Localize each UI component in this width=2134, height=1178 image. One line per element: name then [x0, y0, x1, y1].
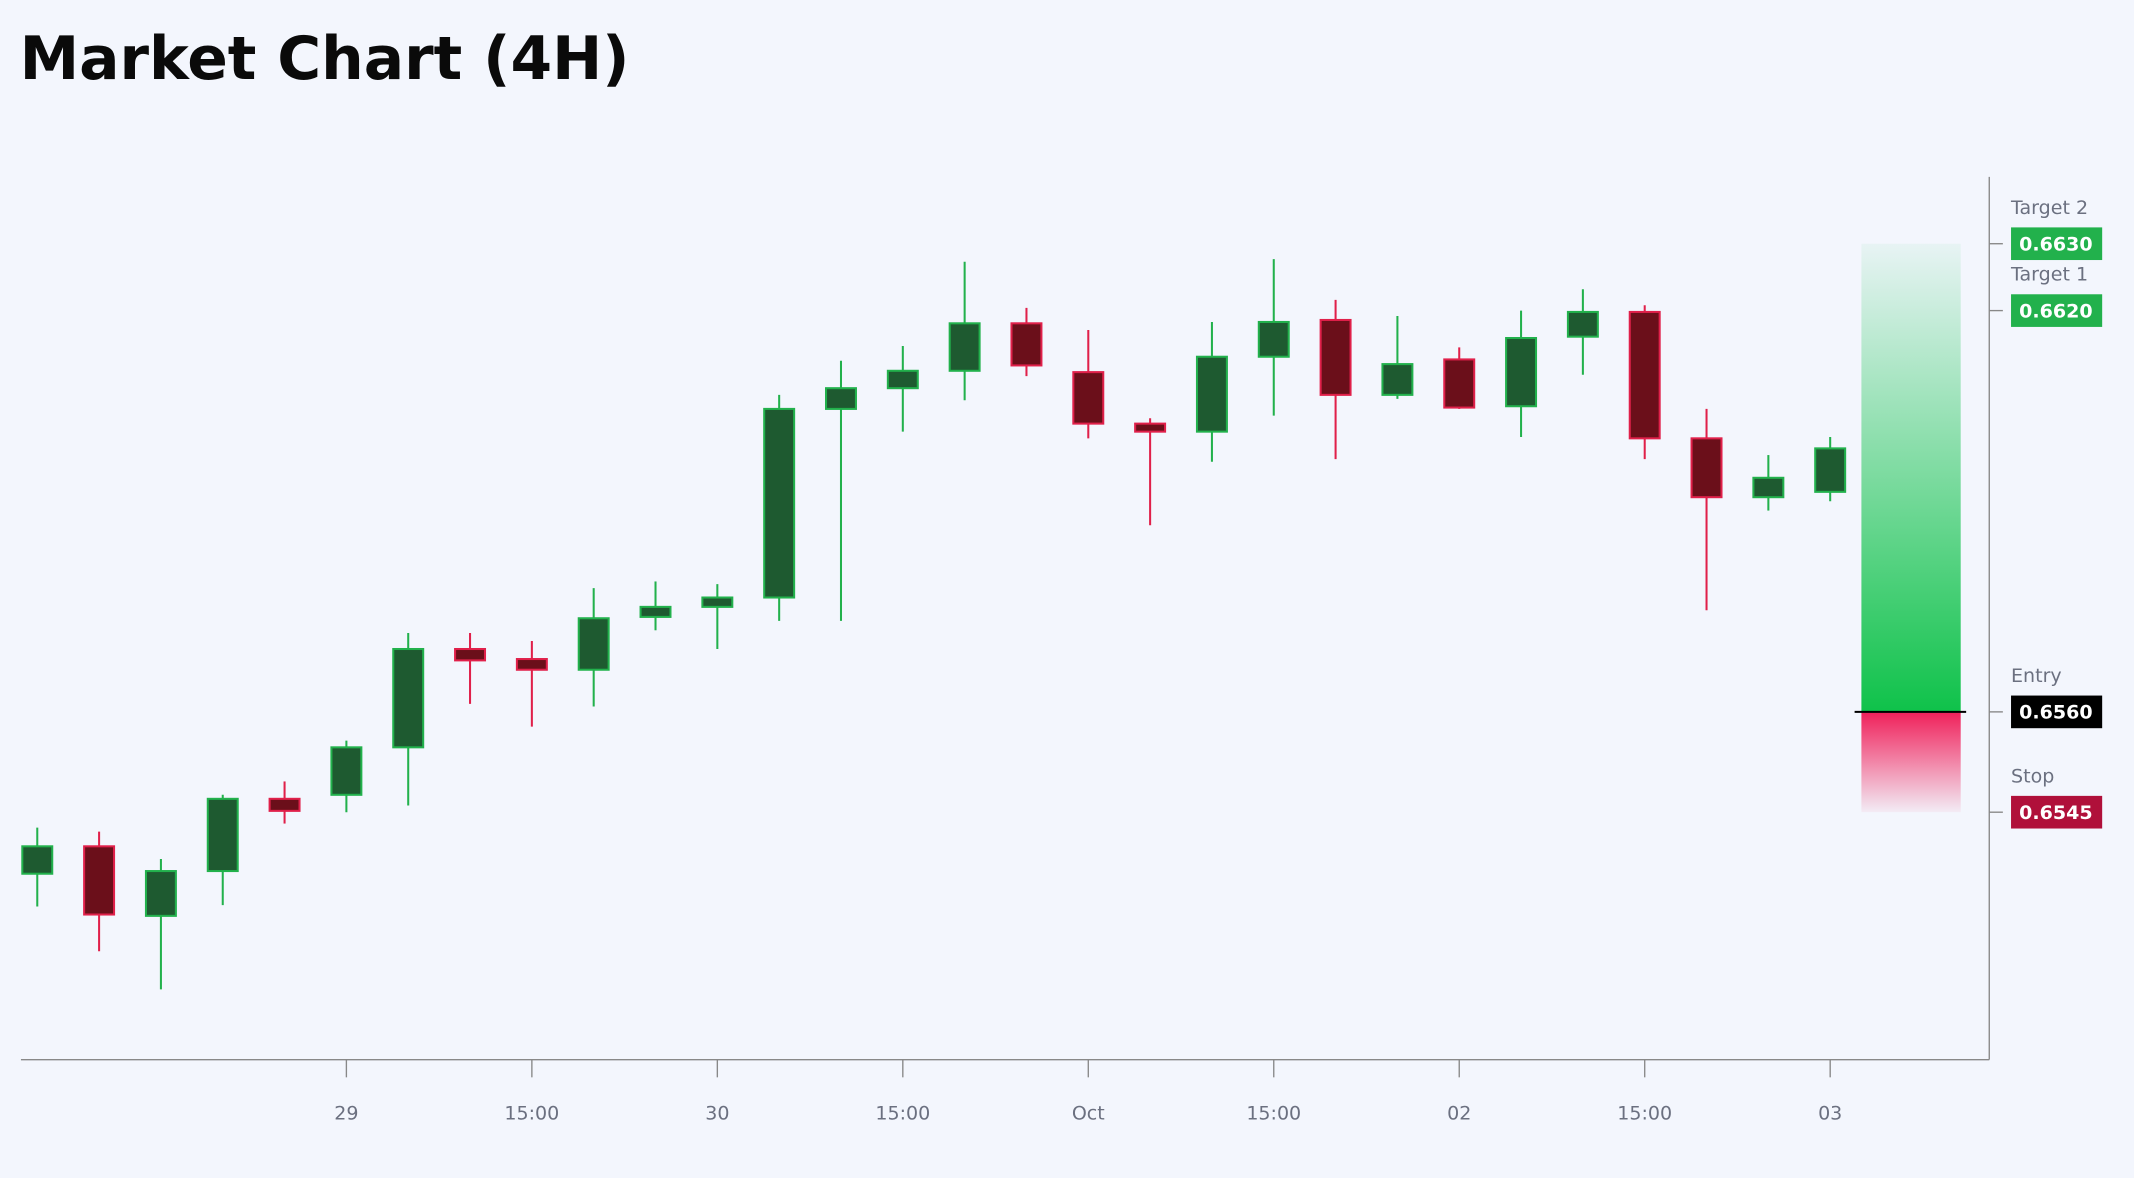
level-tag	[2011, 695, 2103, 729]
candle-body	[1443, 358, 1476, 409]
level-tag	[2011, 795, 2103, 829]
candle-body	[701, 596, 734, 608]
level-value: 0.6620	[2019, 300, 2092, 322]
candle-body	[1010, 322, 1043, 367]
x-tick-label: 15:00	[1246, 1103, 1301, 1125]
candle-body	[1814, 447, 1847, 493]
loss-zone	[1861, 711, 1961, 813]
candle-body	[392, 647, 425, 749]
level-name: Entry	[2011, 665, 2062, 687]
x-tick-label: 02	[1447, 1103, 1471, 1125]
level-value: 0.6630	[2019, 234, 2092, 256]
candle-body	[454, 647, 487, 662]
candle-body	[763, 407, 796, 599]
candle-body	[1628, 310, 1661, 440]
x-tick-label: 15:00	[1617, 1103, 1672, 1125]
level-name: Target 2	[2010, 197, 2088, 219]
level-tag	[2011, 294, 2103, 327]
candle-body	[639, 605, 672, 618]
candle-body	[948, 322, 981, 372]
level-value: 0.6560	[2019, 702, 2092, 724]
candle-body	[1195, 355, 1228, 433]
x-tick-label: Oct	[1072, 1103, 1105, 1125]
profit-zone	[1861, 243, 1961, 712]
candle-body	[206, 797, 239, 873]
candle-body	[1566, 310, 1599, 338]
candle-body	[21, 845, 54, 875]
candle-body	[1690, 437, 1723, 499]
candle-body	[330, 746, 363, 796]
candle-body	[1319, 318, 1352, 396]
candle-body	[1257, 320, 1290, 358]
chart-title: Market Chart (4H)	[20, 24, 630, 94]
candle-body	[1072, 371, 1105, 425]
candle-body	[886, 369, 919, 390]
x-tick-label: 30	[705, 1103, 729, 1125]
level-name: Stop	[2011, 765, 2054, 787]
candle-body	[268, 797, 301, 812]
candle-body	[577, 617, 610, 671]
level-tag	[2011, 227, 2103, 261]
candle-body	[1381, 363, 1414, 396]
x-tick-label: 03	[1818, 1103, 1842, 1125]
level-name: Target 1	[2010, 264, 2088, 286]
x-tick-label: 15:00	[875, 1103, 930, 1125]
candle-body	[825, 387, 857, 410]
candle-body	[83, 845, 116, 916]
level-value: 0.6545	[2019, 802, 2092, 824]
candle-body	[1134, 422, 1167, 433]
candle-body	[1752, 476, 1785, 499]
candle-body	[1505, 336, 1538, 408]
x-tick-label: 15:00	[504, 1103, 559, 1125]
candle-body	[144, 870, 177, 917]
candle-body	[515, 658, 548, 671]
x-tick-label: 29	[334, 1103, 358, 1125]
